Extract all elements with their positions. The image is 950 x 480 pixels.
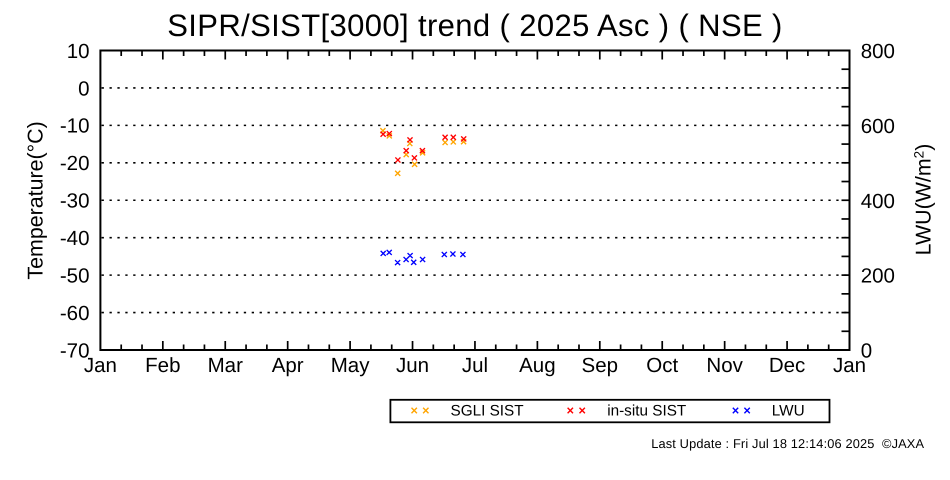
- svg-text:600: 600: [861, 115, 895, 138]
- svg-text:0: 0: [861, 340, 872, 363]
- svg-text:-60: -60: [60, 302, 90, 325]
- svg-text:May: May: [331, 354, 370, 377]
- svg-text:Jul: Jul: [462, 354, 488, 377]
- svg-text:10: 10: [67, 40, 90, 63]
- svg-text:0: 0: [78, 77, 89, 100]
- svg-text:LWU: LWU: [772, 403, 805, 420]
- svg-text:-70: -70: [60, 339, 90, 362]
- svg-text:Apr: Apr: [272, 354, 304, 377]
- svg-text:Aug: Aug: [519, 354, 555, 377]
- svg-text:Mar: Mar: [208, 354, 243, 377]
- svg-text:Sep: Sep: [582, 354, 618, 377]
- svg-text:-10: -10: [60, 115, 90, 138]
- svg-text:-50: -50: [60, 264, 90, 287]
- svg-text:Last Update : Fri Jul 18 12:14: Last Update : Fri Jul 18 12:14:06 2025 ©…: [651, 436, 924, 451]
- svg-text:400: 400: [861, 190, 895, 213]
- svg-text:Temperature(°C): Temperature(°C): [23, 121, 47, 279]
- svg-text:-40: -40: [60, 227, 90, 250]
- svg-text:SGLI SIST: SGLI SIST: [451, 403, 524, 420]
- svg-text:200: 200: [861, 265, 895, 288]
- svg-text:Jan: Jan: [833, 354, 866, 377]
- svg-text:Nov: Nov: [706, 354, 743, 377]
- svg-text:-30: -30: [60, 190, 90, 213]
- svg-text:LWU(W/m2): LWU(W/m2): [912, 144, 936, 256]
- svg-text:800: 800: [861, 40, 895, 63]
- svg-text:Jun: Jun: [396, 354, 429, 377]
- svg-text:SIPR/SIST[3000] trend ( 2025 A: SIPR/SIST[3000] trend ( 2025 Asc ) ( NSE…: [167, 8, 783, 43]
- svg-text:Jan: Jan: [84, 354, 117, 377]
- svg-text:Oct: Oct: [646, 354, 678, 377]
- svg-text:Dec: Dec: [769, 354, 805, 377]
- svg-text:Feb: Feb: [145, 354, 180, 377]
- svg-text:in-situ SIST: in-situ SIST: [607, 403, 686, 420]
- svg-text:-20: -20: [60, 152, 90, 175]
